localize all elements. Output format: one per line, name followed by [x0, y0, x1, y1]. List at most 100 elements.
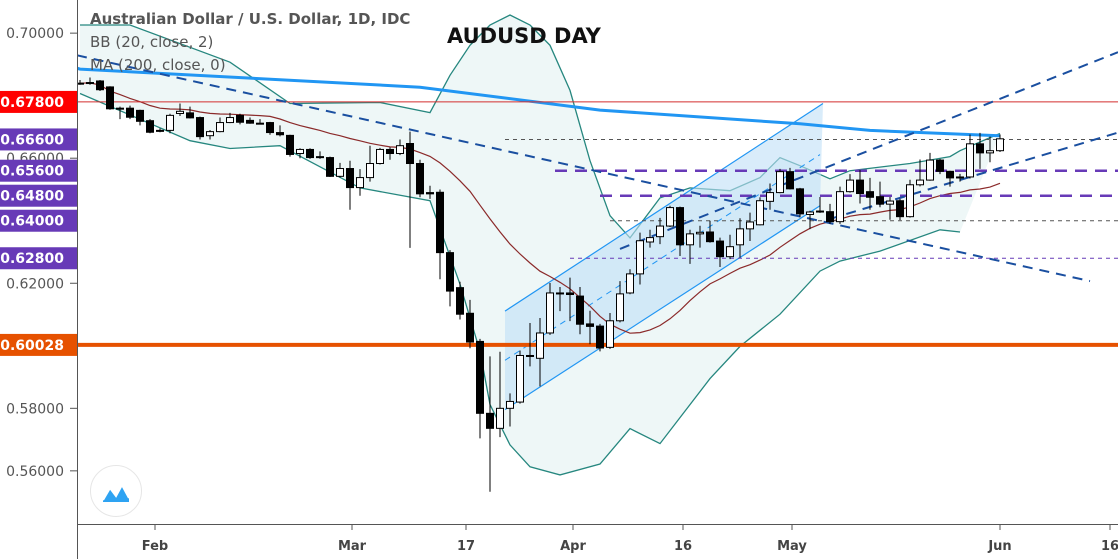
- candle-body[interactable]: [616, 293, 624, 322]
- price-level-badge[interactable]: [0, 247, 77, 270]
- candle-body[interactable]: [356, 177, 364, 189]
- candle-body[interactable]: [946, 170, 954, 179]
- candle-body[interactable]: [456, 287, 464, 315]
- candle-body[interactable]: [676, 207, 684, 246]
- candle-body[interactable]: [77, 82, 84, 85]
- candle-body[interactable]: [896, 200, 904, 218]
- candle-body[interactable]: [466, 312, 474, 343]
- candle-body[interactable]: [216, 122, 224, 133]
- candle-body[interactable]: [996, 138, 1004, 152]
- trendline[interactable]: [619, 51, 1118, 250]
- candle-body[interactable]: [976, 143, 984, 154]
- candle-body[interactable]: [106, 86, 114, 110]
- candle-body[interactable]: [776, 171, 784, 194]
- candle-body[interactable]: [906, 184, 914, 218]
- price-level-badge[interactable]: [0, 90, 77, 113]
- candle-body[interactable]: [246, 119, 254, 124]
- candle-body[interactable]: [116, 107, 124, 110]
- candle-body[interactable]: [346, 168, 354, 189]
- candle-body[interactable]: [126, 107, 134, 118]
- candle-body[interactable]: [806, 211, 814, 215]
- candle-body[interactable]: [646, 237, 654, 243]
- ma-indicator-label[interactable]: MA (200, close, 0): [90, 56, 226, 74]
- candle-body[interactable]: [506, 400, 514, 409]
- price-level-badge[interactable]: [0, 128, 77, 151]
- candle-body[interactable]: [296, 148, 304, 155]
- candle-body[interactable]: [426, 192, 434, 195]
- price-level-badge[interactable]: [0, 333, 77, 356]
- candle-body[interactable]: [756, 200, 764, 226]
- candle-body[interactable]: [626, 273, 634, 294]
- candle-body[interactable]: [546, 292, 554, 334]
- candle-body[interactable]: [86, 82, 94, 85]
- candle-body[interactable]: [166, 114, 174, 131]
- candle-body[interactable]: [876, 196, 884, 205]
- candle-body[interactable]: [236, 114, 244, 123]
- candle-body[interactable]: [576, 295, 584, 325]
- candle-body[interactable]: [316, 156, 324, 159]
- candle-body[interactable]: [886, 200, 894, 205]
- candle-body[interactable]: [856, 179, 864, 195]
- candle-body[interactable]: [696, 231, 704, 235]
- candle-body[interactable]: [606, 320, 614, 348]
- candle-body[interactable]: [826, 211, 834, 223]
- candle-body[interactable]: [706, 231, 714, 243]
- candle-body[interactable]: [256, 122, 264, 125]
- candle-body[interactable]: [516, 354, 524, 403]
- candle-body[interactable]: [726, 246, 734, 258]
- candle-body[interactable]: [306, 148, 314, 159]
- candle-body[interactable]: [196, 117, 204, 138]
- candle-body[interactable]: [596, 325, 604, 349]
- candle-body[interactable]: [146, 120, 154, 133]
- channel-lower-line[interactable]: [504, 205, 821, 411]
- candle-body[interactable]: [206, 131, 214, 137]
- candle-body[interactable]: [986, 150, 994, 154]
- candle-body[interactable]: [446, 252, 454, 292]
- candle-body[interactable]: [176, 110, 184, 114]
- candle-body[interactable]: [376, 148, 384, 165]
- plot-area[interactable]: [77, 14, 1118, 492]
- candle-body[interactable]: [636, 240, 644, 275]
- candle-body[interactable]: [416, 163, 424, 195]
- candle-body[interactable]: [286, 134, 294, 155]
- candle-body[interactable]: [766, 192, 774, 202]
- candle-body[interactable]: [536, 332, 544, 359]
- candle-body[interactable]: [276, 132, 284, 136]
- candle-body[interactable]: [186, 112, 194, 119]
- candle-body[interactable]: [266, 122, 274, 134]
- candle-body[interactable]: [846, 179, 854, 193]
- candle-body[interactable]: [226, 117, 234, 124]
- candle-body[interactable]: [436, 191, 444, 254]
- candle-body[interactable]: [796, 188, 804, 215]
- candle-body[interactable]: [956, 176, 964, 179]
- candle-body[interactable]: [136, 109, 144, 122]
- channel-upper-line[interactable]: [504, 102, 824, 312]
- candle-body[interactable]: [686, 233, 694, 246]
- candle-body[interactable]: [326, 157, 334, 177]
- candle-body[interactable]: [786, 171, 794, 190]
- candle-body[interactable]: [406, 143, 414, 165]
- candle-body[interactable]: [736, 228, 744, 246]
- candle-body[interactable]: [586, 323, 594, 327]
- candle-body[interactable]: [496, 407, 504, 429]
- candle-body[interactable]: [746, 221, 754, 230]
- candle-body[interactable]: [96, 80, 104, 91]
- candle-body[interactable]: [866, 191, 874, 198]
- candle-body[interactable]: [476, 340, 484, 414]
- tradingview-logo-icon[interactable]: [90, 465, 142, 517]
- candle-body[interactable]: [816, 210, 824, 213]
- candle-body[interactable]: [656, 225, 664, 238]
- candle-body[interactable]: [566, 292, 574, 296]
- candle-body[interactable]: [936, 159, 944, 172]
- candle-body[interactable]: [966, 143, 974, 178]
- price-level-badge[interactable]: [0, 184, 77, 207]
- candle-body[interactable]: [396, 145, 404, 155]
- price-level-badge[interactable]: [0, 159, 77, 182]
- candle-body[interactable]: [486, 412, 494, 429]
- candle-body[interactable]: [916, 179, 924, 186]
- candle-body[interactable]: [836, 191, 844, 223]
- candle-body[interactable]: [926, 159, 934, 181]
- price-level-badge[interactable]: [0, 209, 77, 232]
- candle-body[interactable]: [556, 292, 564, 295]
